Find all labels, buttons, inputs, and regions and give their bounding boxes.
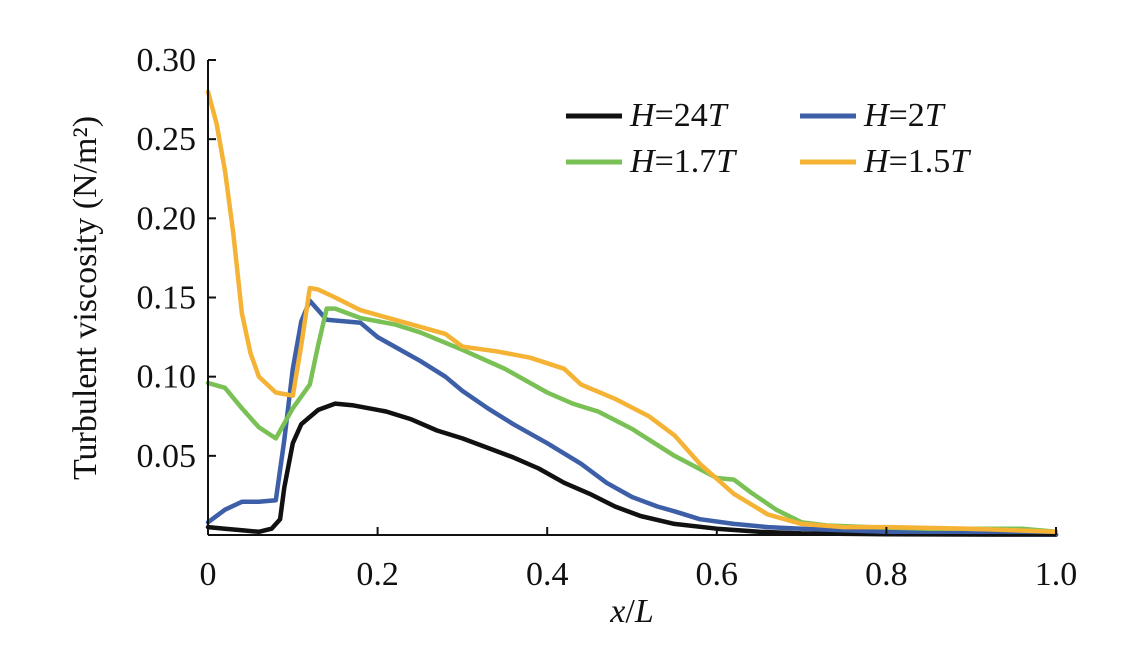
y-tick-label: 0.05 [137,438,197,475]
x-tick-label: 0.6 [696,556,739,593]
legend: H=24T H=2T H=1.7T H=1.5T [566,97,971,180]
x-tick-label: 1.0 [1035,556,1078,593]
legend-label: H=1.5T [863,143,971,180]
series-line-1 [205,298,1059,537]
legend-label: H=1.7T [629,143,737,180]
x-tick-label: 0 [200,556,217,593]
x-tick-label: 0.8 [865,556,908,593]
legend-label: H=2T [863,97,946,134]
x-tick-label: 0.4 [526,556,569,593]
y-tick-label: 0.10 [137,359,197,396]
legend-label: H=24T [629,97,729,134]
x-tick-label: 0.2 [356,556,399,593]
y-tick-label: 0.20 [137,200,197,237]
y-tick-label: 0.25 [137,121,197,158]
series-line-3 [205,89,1059,535]
series-line-0 [205,401,1059,537]
y-ticks: 0.05 0.10 0.15 0.20 0.25 0.30 [137,42,216,475]
y-tick-label: 0.15 [137,280,197,317]
y-axis-title: Turbulent viscosity (N/m²) [67,116,104,480]
x-axis-title: x/L [609,593,653,630]
y-tick-label: 0.30 [137,42,197,79]
x-ticks: 0 0.2 0.4 0.6 0.8 1.0 [200,527,1078,593]
